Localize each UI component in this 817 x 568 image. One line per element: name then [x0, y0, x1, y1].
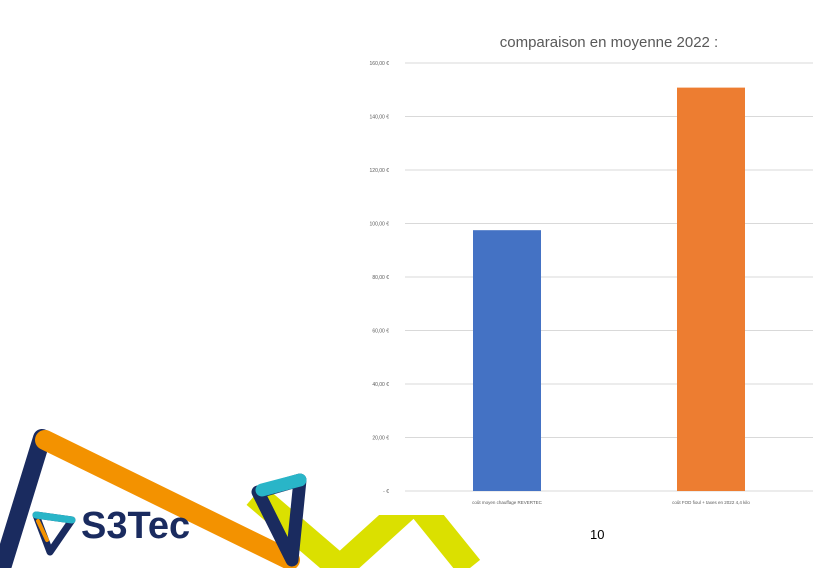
y-tick-label: 100,00 €: [370, 222, 390, 228]
page-number: 10: [590, 527, 605, 542]
bar: [473, 230, 541, 491]
x-tick-label: coût FOD fioul + taxes en 2022 4,4 kilo: [672, 500, 750, 505]
chart-canvas: comparaison en moyenne 2022 : - € 20,00 € 4…: [370, 34, 813, 505]
y-tick-label: 20,00 €: [372, 436, 389, 442]
bar: [677, 87, 745, 492]
y-tick-label: 40,00 €: [372, 382, 389, 388]
orange-stripe: [35, 430, 300, 568]
bar-chart: comparaison en moyenne 2022 : - € 20,00 € 4…: [355, 15, 817, 515]
y-tick-label: - €: [383, 489, 389, 495]
y-tick-label: 140,00 €: [370, 115, 390, 121]
y-tick-label: 120,00 €: [370, 168, 390, 174]
y-tick-label: 80,00 €: [372, 275, 389, 281]
x-tick-label: coût moyen chauffage REVERTEC: [472, 500, 543, 505]
chart-title: comparaison en moyenne 2022 :: [500, 34, 718, 51]
y-tick-label: 160,00 €: [370, 61, 390, 67]
brand-logo-text: S3Tec: [81, 505, 191, 547]
navy-stripe: [0, 429, 51, 568]
y-tick-label: 60,00 €: [372, 329, 389, 335]
logo-mark: [32, 511, 76, 556]
teal-accent: [255, 473, 307, 497]
